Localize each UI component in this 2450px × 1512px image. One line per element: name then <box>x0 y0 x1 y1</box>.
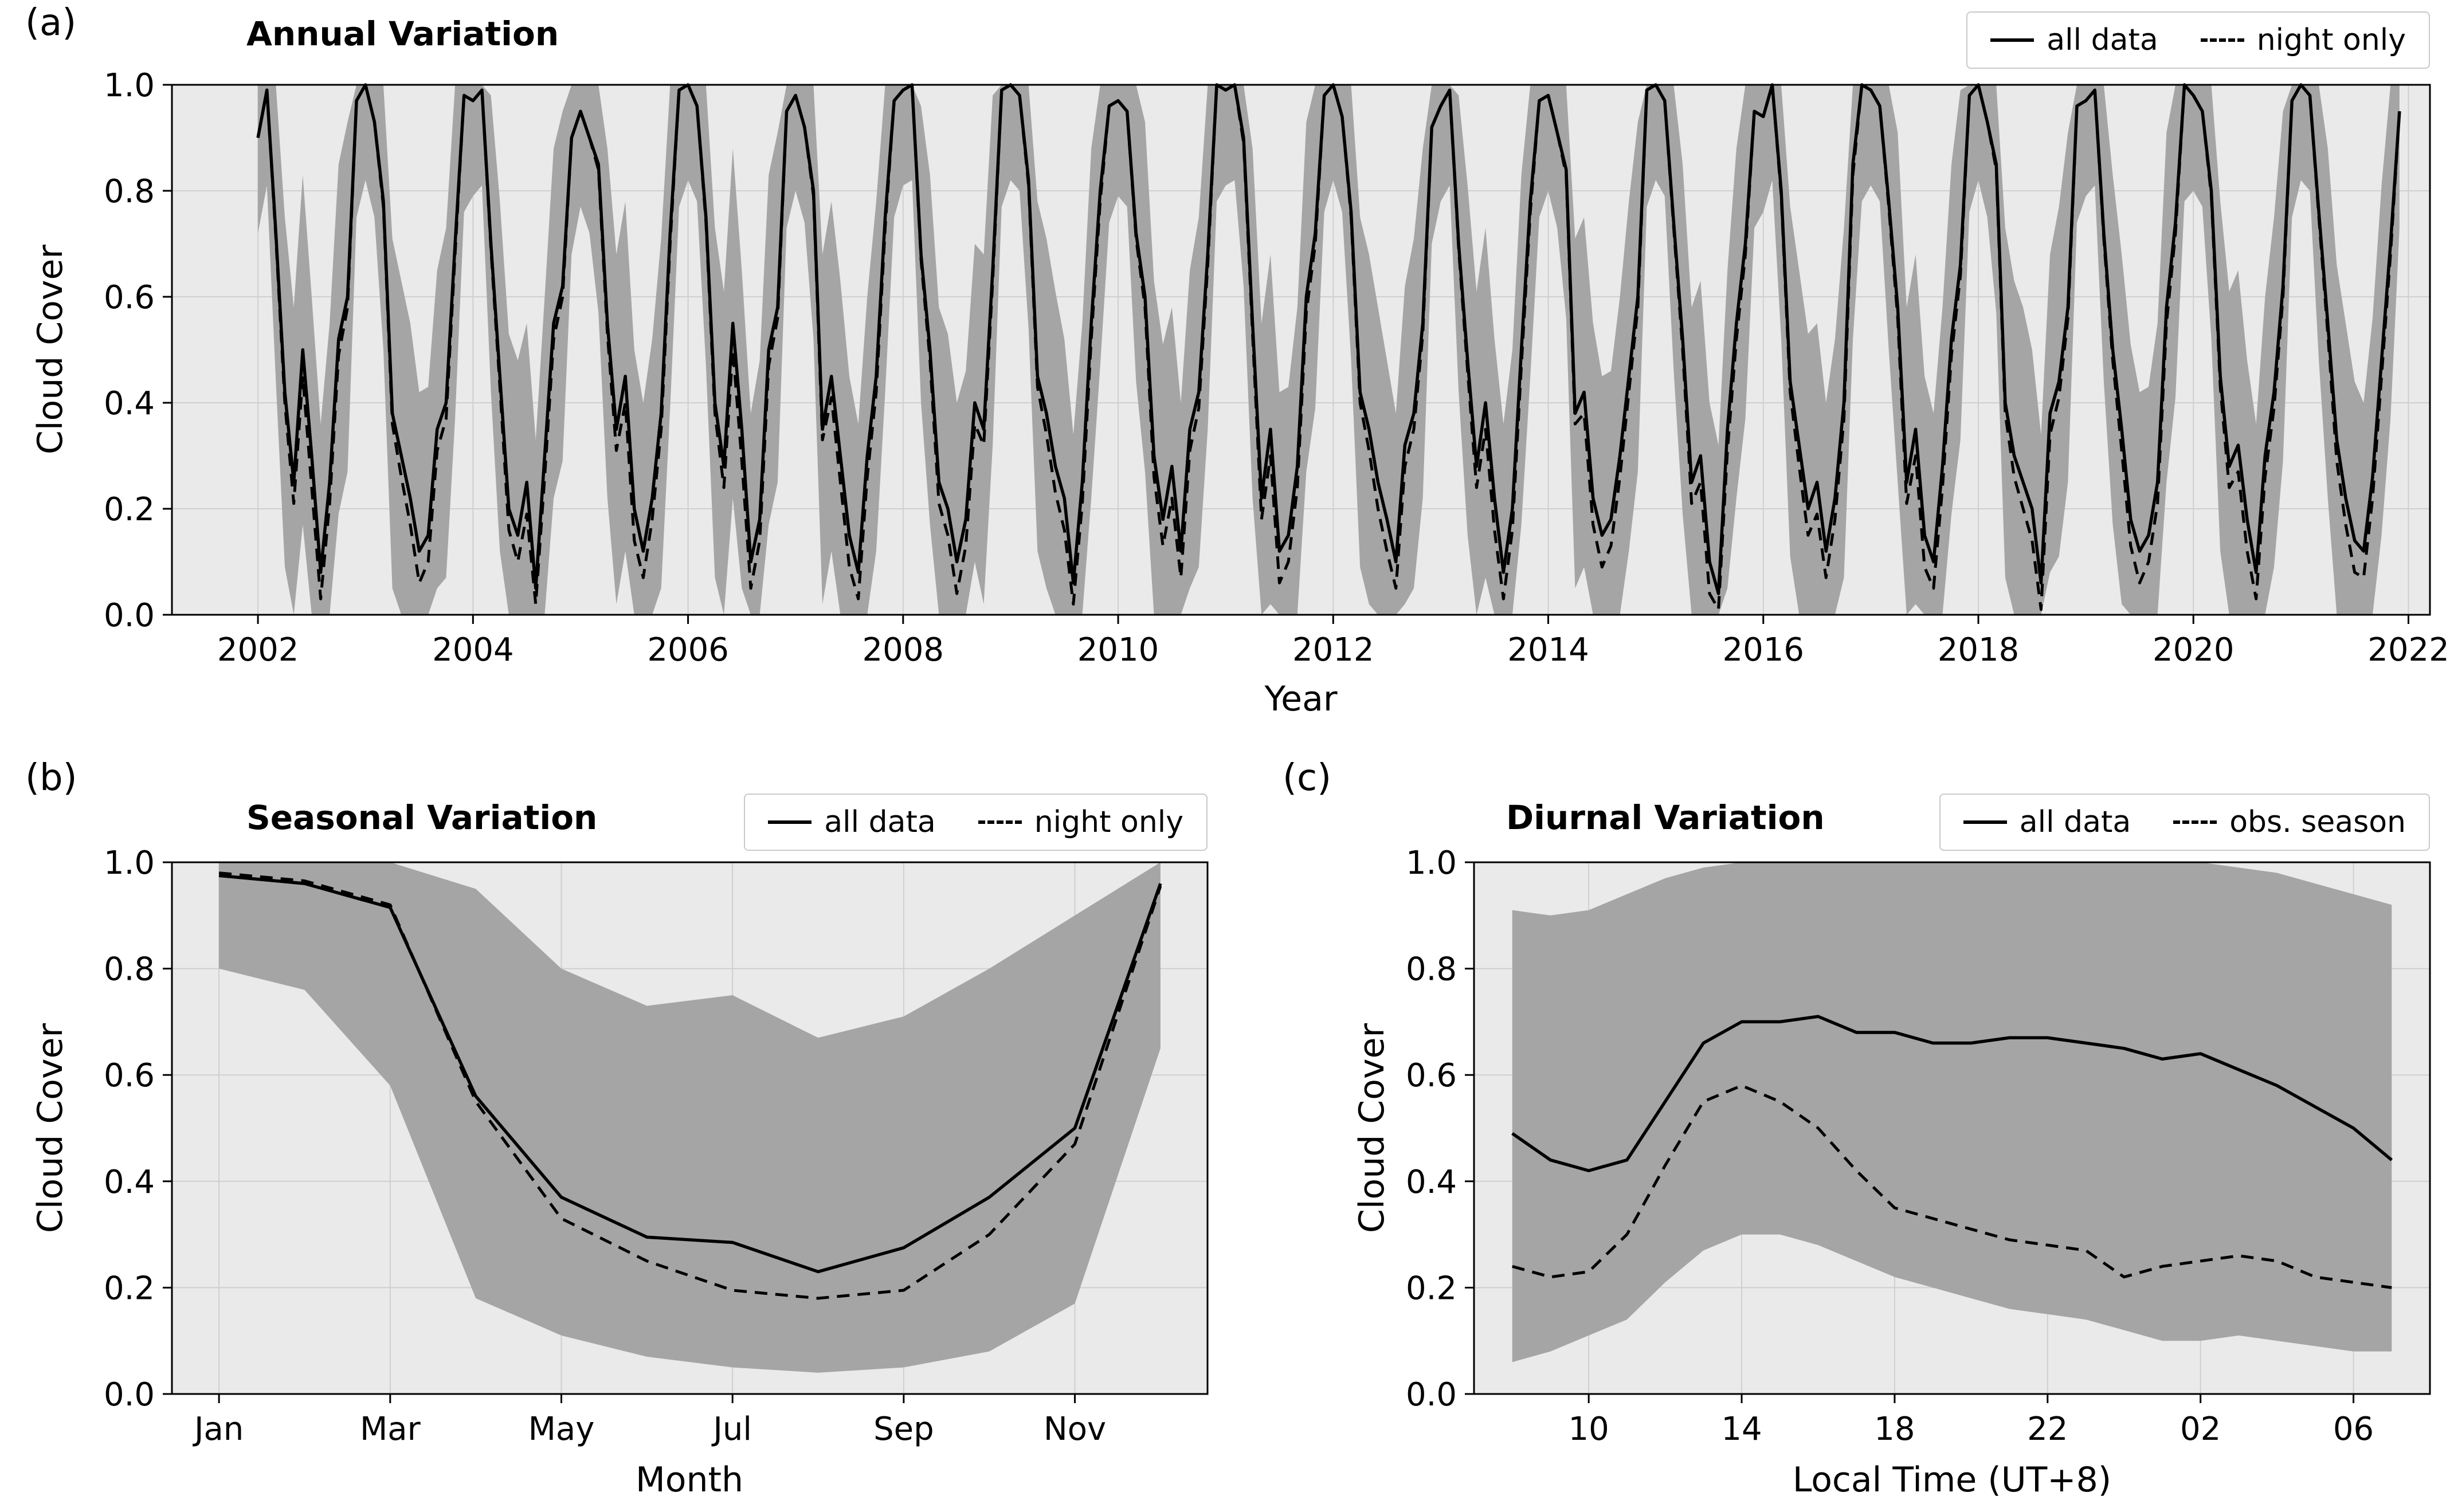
svg-text:0.8: 0.8 <box>1406 951 1457 988</box>
panel-b-title: Seasonal Variation <box>246 798 598 837</box>
svg-text:2008: 2008 <box>863 631 944 669</box>
svg-text:2014: 2014 <box>1507 631 1589 669</box>
svg-text:0.8: 0.8 <box>104 173 155 210</box>
panel-a-xlabel: Year <box>1264 679 1338 719</box>
svg-text:2022: 2022 <box>2367 631 2449 669</box>
svg-text:2010: 2010 <box>1077 631 1159 669</box>
svg-text:0.0: 0.0 <box>104 597 155 634</box>
svg-text:Mar: Mar <box>360 1411 421 1448</box>
legend-label: all data <box>2047 23 2158 57</box>
panel-a-legend: all data night only <box>1966 11 2430 69</box>
legend-entry-obs-season: obs. season <box>2173 805 2406 839</box>
svg-text:Sep: Sep <box>873 1411 934 1448</box>
svg-text:0.6: 0.6 <box>104 1057 155 1094</box>
svg-text:0.2: 0.2 <box>104 491 155 528</box>
svg-text:1.0: 1.0 <box>1406 845 1457 882</box>
panel-a-ylabel: Cloud Cover <box>30 244 70 455</box>
legend-label: obs. season <box>2229 805 2406 839</box>
panel-label-c: (c) <box>1283 757 1332 799</box>
panel-c-legend: all data obs. season <box>1939 794 2430 851</box>
svg-text:2016: 2016 <box>1723 631 1805 669</box>
svg-text:Jan: Jan <box>193 1411 244 1448</box>
svg-text:10: 10 <box>1569 1411 1609 1448</box>
svg-text:0.2: 0.2 <box>1406 1270 1457 1307</box>
panel-a-title: Annual Variation <box>246 14 559 53</box>
svg-text:1.0: 1.0 <box>104 845 155 882</box>
legend-label: night only <box>1034 805 1183 839</box>
svg-text:0.4: 0.4 <box>1406 1164 1457 1201</box>
svg-text:2004: 2004 <box>432 631 514 669</box>
panel-b-legend: all data night only <box>744 794 1208 851</box>
svg-text:0.8: 0.8 <box>104 951 155 988</box>
diurnal-variation-chart: 10 14 18 22 02 06 0.0 0.2 0.4 0.6 0.8 1.0 <box>1406 845 2431 1448</box>
legend-entry-all-data: all data <box>1990 23 2158 57</box>
solid-line-sample <box>1963 820 2007 824</box>
panel-c-title: Diurnal Variation <box>1506 798 1825 837</box>
legend-entry-night-only: night only <box>978 805 1183 839</box>
solid-line-sample <box>768 820 812 824</box>
svg-text:1.0: 1.0 <box>104 67 155 104</box>
panel-b-ylabel: Cloud Cover <box>30 1023 70 1234</box>
legend-entry-all-data: all data <box>1963 805 2131 839</box>
svg-text:22: 22 <box>2027 1411 2068 1448</box>
seasonal-variation-chart: Jan Mar May Jul Sep Nov 0.0 0.2 0.4 0.6 0.8 1.0 <box>104 845 1209 1448</box>
svg-text:0.4: 0.4 <box>104 385 155 422</box>
svg-text:02: 02 <box>2180 1411 2221 1448</box>
svg-text:0.2: 0.2 <box>104 1270 155 1307</box>
svg-text:2002: 2002 <box>217 631 299 669</box>
svg-text:Jul: Jul <box>711 1411 752 1448</box>
solid-line-sample <box>1990 38 2035 42</box>
svg-text:0.4: 0.4 <box>104 1164 155 1201</box>
svg-text:2020: 2020 <box>2153 631 2235 669</box>
svg-text:18: 18 <box>1874 1411 1915 1448</box>
legend-label: night only <box>2256 23 2406 57</box>
legend-label: all data <box>2019 805 2131 839</box>
panel-c-xlabel: Local Time (UT+8) <box>1792 1460 2112 1500</box>
annual-variation-chart: 2002 2004 2006 2008 2010 2012 2014 2016 2018 2020… <box>104 67 2449 669</box>
svg-text:0.6: 0.6 <box>1406 1057 1457 1094</box>
svg-text:Nov: Nov <box>1044 1411 1106 1448</box>
svg-text:0.6: 0.6 <box>104 279 155 316</box>
legend-entry-all-data: all data <box>768 805 936 839</box>
svg-text:0.0: 0.0 <box>1406 1376 1457 1413</box>
svg-text:May: May <box>528 1411 595 1448</box>
svg-text:2018: 2018 <box>1938 631 2020 669</box>
dashed-line-sample <box>2173 820 2217 824</box>
panel-label-a: (a) <box>25 2 77 44</box>
svg-text:06: 06 <box>2333 1411 2374 1448</box>
svg-text:2006: 2006 <box>647 631 729 669</box>
panel-c-ylabel: Cloud Cover <box>1352 1023 1392 1234</box>
panel-b-xlabel: Month <box>635 1460 744 1500</box>
dashed-line-sample <box>978 820 1022 824</box>
svg-text:0.0: 0.0 <box>104 1376 155 1413</box>
svg-text:2012: 2012 <box>1292 631 1374 669</box>
panel-label-b: (b) <box>25 757 77 799</box>
legend-label: all data <box>824 805 936 839</box>
dashed-line-sample <box>2200 38 2244 42</box>
legend-entry-night-only: night only <box>2200 23 2406 57</box>
svg-text:14: 14 <box>1721 1411 1762 1448</box>
